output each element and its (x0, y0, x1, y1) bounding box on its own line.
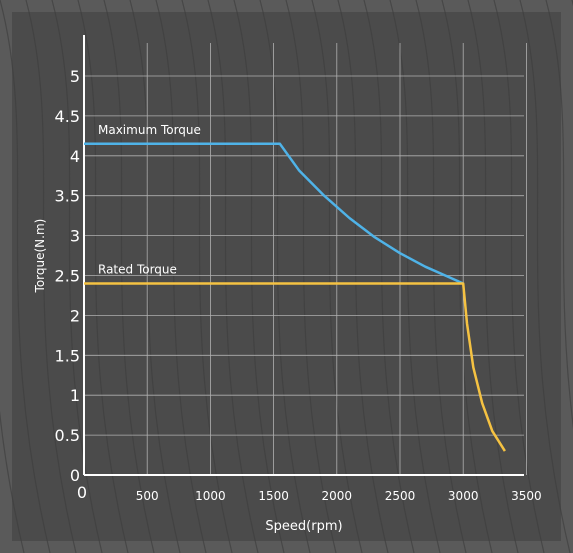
x-tick-label: 1000 (195, 489, 226, 503)
y-tick-label: 0 (70, 466, 80, 485)
y-tick-label: 2 (70, 306, 80, 325)
background-wave (311, 0, 363, 553)
background-wave (155, 0, 207, 553)
y-tick-label: 4 (70, 147, 80, 166)
background-wave (0, 410, 25, 553)
x-tick-label: 500 (136, 489, 159, 503)
background-wave (207, 0, 259, 553)
series-label-rated-torque: Rated Torque (98, 262, 177, 276)
y-tick-label: 0.5 (55, 426, 80, 445)
background-wave (545, 0, 573, 430)
background-wave (467, 0, 519, 553)
background-wave (181, 0, 233, 553)
series-line-rated-torque (84, 282, 506, 452)
y-tick-label: 3 (70, 227, 80, 246)
background-wave (415, 0, 467, 553)
x-axis-title: Speed(rpm) (265, 519, 342, 534)
background-wave (51, 0, 103, 553)
y-tick-label: 3.5 (55, 187, 80, 206)
y-tick-label: 5 (70, 67, 80, 86)
background-wave (25, 0, 77, 553)
background-wave (0, 0, 51, 553)
background-wave (363, 0, 415, 553)
x-tick-label: 2000 (322, 489, 353, 503)
background-wave (337, 0, 389, 553)
y-tick-label: 1 (70, 386, 80, 405)
background-wave (233, 0, 285, 553)
x-tick-label: 1500 (258, 489, 289, 503)
background-wave (103, 0, 155, 553)
x-tick-label: 3500 (511, 489, 542, 503)
x-tick-label: 3000 (448, 489, 479, 503)
x-tick-label: 2500 (385, 489, 416, 503)
series-label-maximum-torque: Maximum Torque (98, 123, 201, 137)
y-axis-title: Torque(N.m) (33, 219, 47, 294)
background-wave (77, 0, 129, 553)
y-tick-label: 4.5 (55, 107, 80, 126)
y-tick-label: 1.5 (55, 346, 80, 365)
background-wave (493, 0, 545, 553)
background-wave (389, 0, 441, 553)
background-wave (519, 0, 571, 553)
y-tick-label: 2.5 (55, 267, 80, 286)
background-wave (441, 0, 493, 553)
series-line-maximum-torque (84, 142, 464, 285)
background-wave (259, 0, 311, 553)
background-wave (285, 0, 337, 553)
x-tick-label: 0 (77, 483, 87, 502)
chart-background (12, 12, 561, 541)
